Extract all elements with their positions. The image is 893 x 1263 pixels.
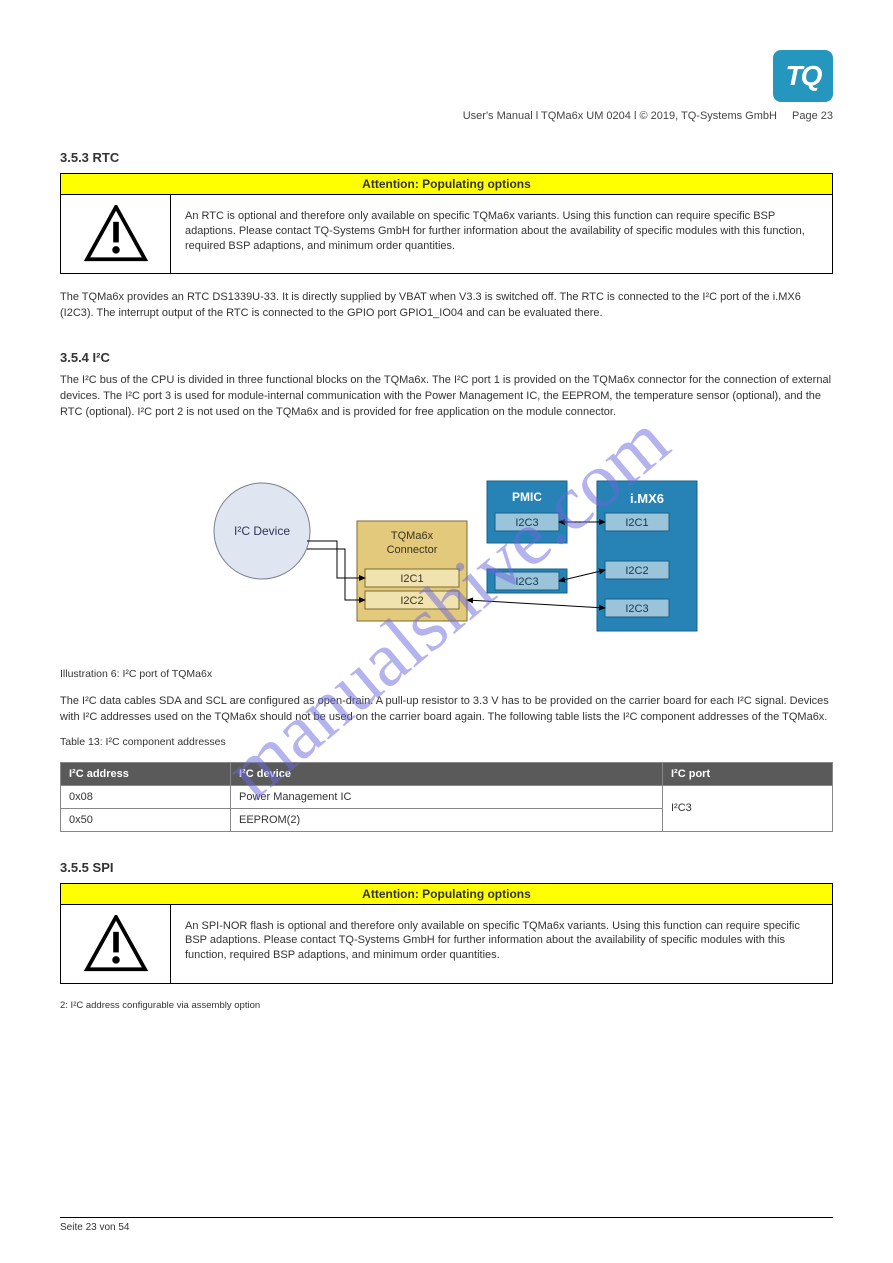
table-caption: Table 13: I²C component addresses xyxy=(60,736,833,748)
svg-text:I2C3: I2C3 xyxy=(515,576,538,588)
node-i2c-device-label: I²C Device xyxy=(233,524,289,538)
attention-box-rtc: Attention: Populating options An RTC is … xyxy=(60,173,833,274)
cpu-port-3: I2C3 xyxy=(625,603,648,615)
th-device: I²C device xyxy=(231,762,663,785)
diagram-caption: Illustration 6: I²C port of TQMa6x xyxy=(60,668,833,680)
cell-addr-0: 0x08 xyxy=(61,785,231,808)
i2c-paragraph-2: The I²C data cables SDA and SCL are conf… xyxy=(60,694,833,726)
i2c-address-table: I²C address I²C device I²C port 0x08 Pow… xyxy=(60,762,833,832)
page-header: User's Manual l TQMa6x UM 0204 l © 2019,… xyxy=(60,110,833,122)
section-heading-spi: 3.5.5 SPI xyxy=(60,860,833,875)
th-address: I²C address xyxy=(61,762,231,785)
attention-icon-cell xyxy=(61,195,171,273)
table-row: 0x08 Power Management IC I²C3 xyxy=(61,785,833,808)
page-number: Page 23 xyxy=(792,110,833,122)
i2c-paragraph-1: The I²C bus of the CPU is divided in thr… xyxy=(60,373,833,421)
node-connector-title-line2: Connector xyxy=(386,544,437,556)
section-heading-i2c: 3.5.4 I²C xyxy=(60,350,833,365)
footnote: 2: I²C address configurable via assembly… xyxy=(60,1000,833,1011)
node-conn-port-b: I2C2 xyxy=(400,595,423,607)
attention-header-spi: Attention: Populating options xyxy=(61,884,832,905)
warning-triangle-icon xyxy=(83,205,149,263)
node-conn-port-a: I2C1 xyxy=(400,573,423,585)
node-pmic-title: PMIC xyxy=(512,490,542,504)
warning-triangle-icon xyxy=(83,915,149,973)
node-connector-title-line1: TQMa6x xyxy=(390,530,433,542)
attention-text-spi: An SPI-NOR flash is optional and therefo… xyxy=(171,905,832,983)
node-pmic-port: I2C3 xyxy=(515,517,538,529)
cell-dev-1: EEPROM(2) xyxy=(231,808,663,831)
cell-dev-0: Power Management IC xyxy=(231,785,663,808)
diagram-i2c: I²C Device TQMa6x Connector I2C1 I2C2 PM… xyxy=(60,431,833,664)
section-heading-rtc: 3.5.3 RTC xyxy=(60,150,833,165)
doc-title: User's Manual l TQMa6x UM 0204 l © 2019,… xyxy=(463,110,777,122)
th-port: I²C port xyxy=(663,762,833,785)
cell-addr-1: 0x50 xyxy=(61,808,231,831)
rtc-paragraph: The TQMa6x provides an RTC DS1339U-33. I… xyxy=(60,290,833,322)
attention-text-rtc: An RTC is optional and therefore only av… xyxy=(171,195,832,273)
attention-icon-cell xyxy=(61,905,171,983)
page-footer: Seite 23 von 54 xyxy=(60,1217,833,1233)
logo: TQ xyxy=(773,50,833,102)
cell-port-merged: I²C3 xyxy=(663,785,833,831)
cpu-port-2: I2C2 xyxy=(625,565,648,577)
cpu-port-1: I2C1 xyxy=(625,517,648,529)
attention-header-rtc: Attention: Populating options xyxy=(61,174,832,195)
node-cpu-title: i.MX6 xyxy=(630,491,664,506)
attention-box-spi: Attention: Populating options An SPI-NOR… xyxy=(60,883,833,984)
